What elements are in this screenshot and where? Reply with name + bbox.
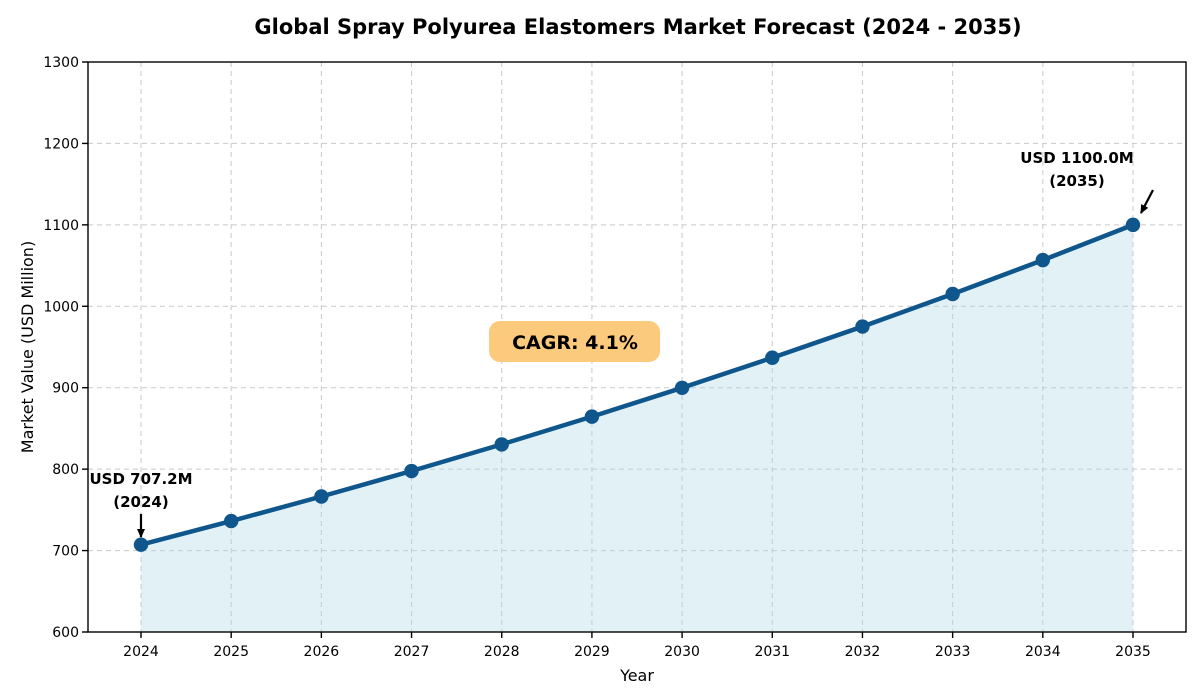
data-point-2027	[404, 463, 419, 479]
y-tick-label: 700	[52, 544, 79, 560]
data-point-2025	[223, 513, 239, 529]
plot-border	[87, 61, 1187, 633]
data-point-2026	[314, 489, 329, 504]
data-point-2029	[584, 409, 600, 424]
data-point-2032	[855, 319, 870, 334]
y-tick-label: 600	[52, 625, 79, 641]
annotation-2035-value: USD 1100.0M	[1020, 149, 1133, 167]
data-point-2034	[1035, 252, 1051, 268]
data-point-markers	[133, 217, 1141, 552]
annotation-arrow-2035	[1140, 189, 1154, 214]
annotation-2024-value: USD 707.2M	[89, 470, 192, 488]
y-axis-label: Market Value (USD Million)	[18, 241, 37, 453]
data-point-2030	[674, 380, 690, 395]
x-tick-label: 2030	[664, 644, 700, 660]
data-point-2035	[1125, 217, 1141, 233]
x-tick-label: 2026	[304, 644, 340, 660]
y-tick-label: 1200	[43, 136, 79, 152]
data-point-2028	[494, 437, 509, 452]
x-tick-label: 2031	[754, 644, 790, 660]
x-tick-label: 2032	[845, 644, 881, 660]
area-fill	[141, 224, 1133, 632]
data-point-2033	[945, 286, 960, 302]
y-tick-label: 1300	[43, 55, 79, 71]
x-tick-label: 2033	[935, 644, 971, 660]
y-tick-label: 900	[52, 381, 79, 397]
annotation-2024-year: (2024)	[113, 493, 168, 511]
x-tick-label: 2024	[123, 644, 159, 660]
axis-ticks: 600 700 800 900 1000 1100 1200 1300 2024 2025 2026…	[43, 55, 1150, 660]
x-tick-label: 2027	[394, 644, 430, 660]
cagr-badge	[489, 321, 660, 362]
data-point-2024	[133, 537, 149, 552]
forecast-polyline	[138, 222, 1136, 547]
x-tick-label: 2028	[484, 644, 520, 660]
y-tick-label: 1100	[43, 218, 79, 234]
forecast-line	[138, 222, 1136, 547]
x-tick-label: 2034	[1025, 644, 1061, 660]
x-tick-label: 2029	[574, 644, 610, 660]
forecast-area	[141, 224, 1133, 632]
y-tick-label: 800	[52, 462, 79, 478]
y-tick-label: 1000	[43, 299, 79, 315]
data-point-2031	[765, 350, 780, 365]
x-axis-label: Year	[619, 666, 654, 685]
chart-title: Global Spray Polyurea Elastomers Market …	[254, 15, 1021, 39]
annotation-2035-year: (2035)	[1049, 172, 1104, 190]
x-tick-label: 2035	[1115, 644, 1151, 660]
cagr-badge-label: CAGR: 4.1%	[512, 332, 638, 354]
x-tick-label: 2025	[213, 644, 249, 660]
